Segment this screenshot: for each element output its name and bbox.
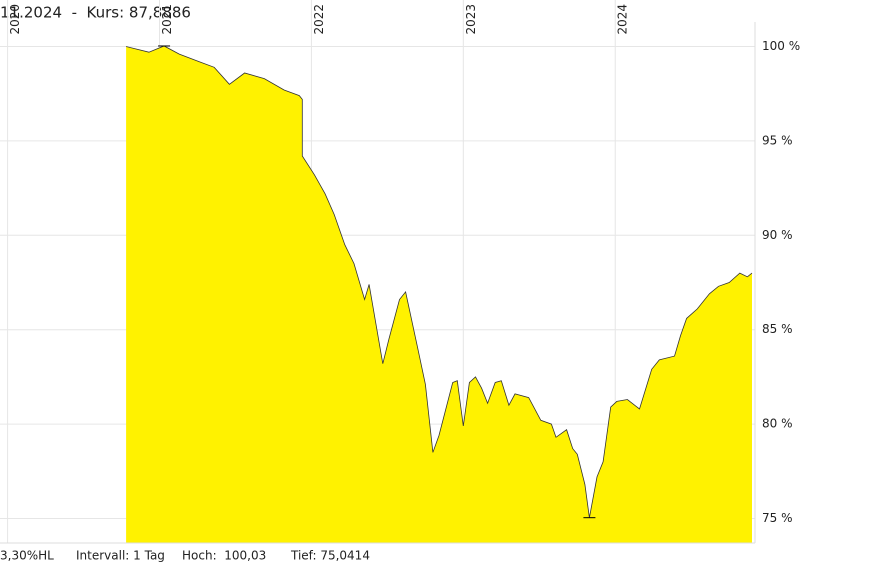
x-tick-label: 2023: [464, 4, 478, 35]
footer-info: Hoch: 100,03: [182, 549, 266, 563]
y-tick-label: 95 %: [762, 133, 793, 147]
x-tick-label: 2020: [8, 4, 22, 35]
y-tick-label: 100 %: [762, 39, 800, 53]
footer-info: Tief: 75,0414: [290, 549, 370, 563]
area: [126, 46, 753, 543]
x-tick-label: 2021: [160, 4, 174, 35]
y-tick-label: 90 %: [762, 228, 793, 242]
footer-info: 3,30%HL: [0, 549, 54, 563]
footer-info: Intervall: 1 Tag: [76, 549, 165, 563]
y-tick-label: 85 %: [762, 322, 793, 336]
y-tick-label: 75 %: [762, 511, 793, 525]
x-tick-label: 2024: [616, 4, 630, 35]
chart-title: 11.2024 - Kurs: 87,8886: [0, 4, 191, 22]
x-tick-label: 2022: [312, 4, 326, 35]
price-line: [126, 45, 753, 518]
y-tick-label: 80 %: [762, 417, 793, 431]
